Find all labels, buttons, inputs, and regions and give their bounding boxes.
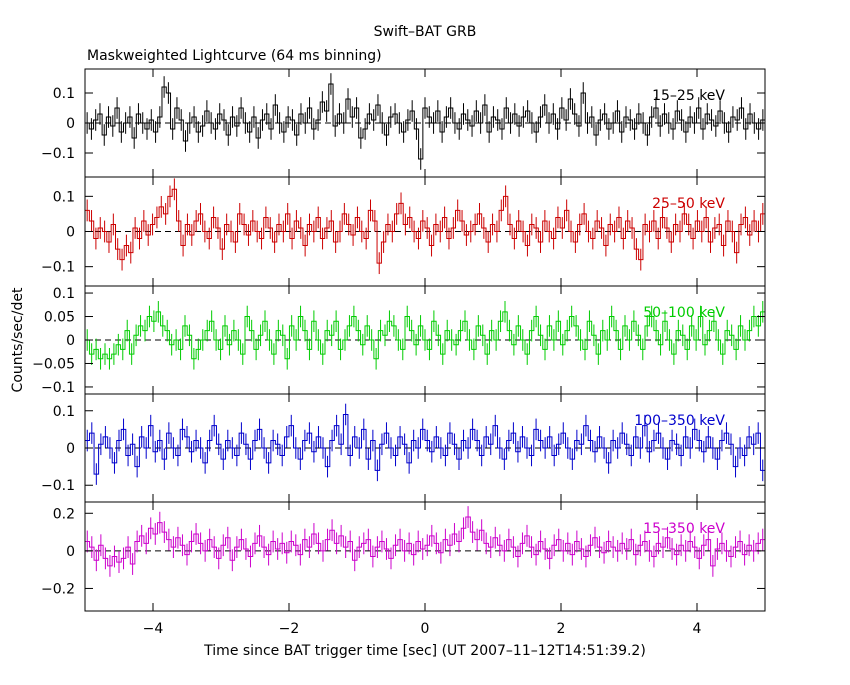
band-label: 15–25 keV: [652, 88, 725, 104]
x-tick-label: 4: [693, 621, 702, 637]
panels-layer: −0.100.1 15–25 keV−0.100.1 25–50 keV−0.1−0…: [32, 68, 766, 637]
x-tick-label: −4: [143, 621, 164, 637]
band-label: 25–50 keV: [652, 196, 725, 212]
y-tick-label: 0.1: [53, 189, 75, 205]
series-line: [85, 188, 765, 264]
y-tick-label: 0.1: [53, 286, 75, 302]
series-line: [85, 311, 765, 360]
panel-5: −0.2 0 0.2 15–350 keV: [41, 501, 766, 612]
y-axis-label: Counts/sec/det: [10, 287, 26, 392]
y-tick-label: −0.2: [41, 581, 75, 597]
y-tick-label: 0.1: [53, 404, 75, 420]
band-label: 100–350 keV: [634, 413, 725, 429]
panel-4: −0.1 0 0.1 100–350 keV: [41, 393, 766, 503]
panel-2: −0.1 0 0.1 25–50 keV: [41, 176, 766, 287]
panel-3: −0.1 −0.05 0 0.05 0.1 50–100 keV: [32, 285, 766, 396]
series-line: [85, 516, 765, 567]
chart-title: Swift–BAT GRB: [374, 24, 477, 40]
y-tick-label: −0.1: [41, 478, 75, 494]
y-tick-label: −0.1: [41, 380, 75, 396]
y-tick-label: 0.1: [53, 86, 75, 102]
y-tick-label: 0: [66, 333, 75, 349]
series-line: [85, 413, 765, 475]
x-tick-label: 0: [421, 621, 430, 637]
y-tick-label: 0: [66, 544, 75, 560]
y-tick-label: 0: [66, 116, 75, 132]
series-line: [85, 83, 765, 160]
y-tick-label: −0.1: [41, 146, 75, 162]
y-tick-label: 0: [66, 225, 75, 241]
y-tick-label: −0.1: [41, 260, 75, 276]
x-tick-label: 2: [557, 621, 566, 637]
y-tick-label: −0.05: [32, 356, 75, 372]
chart-subtitle: Maskweighted Lightcurve (64 ms binning): [87, 48, 382, 64]
y-tick-label: 0.05: [44, 310, 75, 326]
panel-1: −0.1 0 0.1 15–25 keV: [41, 68, 766, 178]
y-tick-label: 0: [66, 441, 75, 457]
band-label: 50–100 keV: [643, 305, 725, 321]
band-label: 15–350 keV: [643, 521, 725, 537]
x-axis-label: Time since BAT trigger time [sec] (UT 20…: [203, 643, 646, 659]
error-bars: [86, 506, 764, 577]
x-tick-label: −2: [279, 621, 300, 637]
y-tick-label: 0.2: [53, 506, 75, 522]
